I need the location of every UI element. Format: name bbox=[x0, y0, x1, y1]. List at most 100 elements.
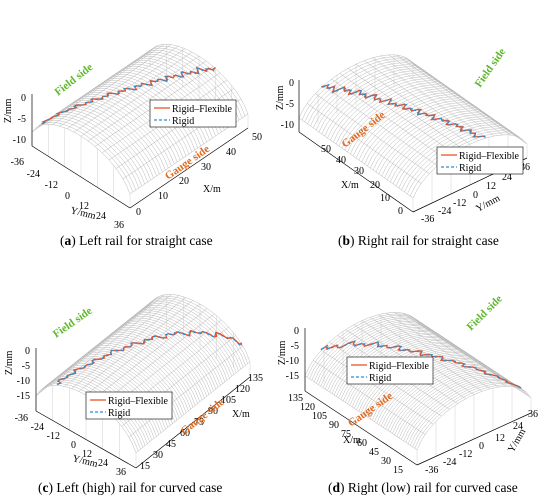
panel-b-xtick: 10 bbox=[380, 193, 390, 204]
panel-c-ztick: 0 bbox=[25, 346, 30, 357]
panel-a-legend: Rigid–Flexible Rigid bbox=[149, 99, 237, 128]
panel-b-series-rigid-line bbox=[321, 83, 486, 138]
panel-b-ztick: -10 bbox=[281, 120, 294, 131]
panel-d-xtick: 45 bbox=[369, 447, 379, 458]
panel-b-ytick: -24 bbox=[438, 206, 451, 217]
panel-b-xtick: 50 bbox=[321, 144, 331, 155]
panel-c-xtick: 75 bbox=[194, 417, 204, 428]
panel-d-legend: Rigid–Flexible Rigid bbox=[346, 356, 434, 385]
panel-c-ytick: 36 bbox=[116, 467, 126, 477]
panel-c-ytick: -24 bbox=[31, 422, 44, 433]
panel-a-ytick: 12 bbox=[79, 201, 89, 212]
panel-c-ztick: -15 bbox=[17, 391, 30, 402]
panel-c-axes: Z/mm 0 -5 -10 -15 -36 -24 -12 0 12 24 36… bbox=[4, 346, 263, 477]
panel-d-series-rigid-line bbox=[320, 340, 522, 389]
panel-b-xtick: 40 bbox=[336, 155, 346, 166]
panel-d-xtick: 105 bbox=[312, 411, 327, 422]
panel-d-field-side-label: Field side bbox=[465, 293, 505, 333]
panel-c-series-rigid-line bbox=[56, 330, 243, 385]
panel-b-legend: Rigid–Flexible Rigid bbox=[436, 146, 524, 175]
panel-b-xtick: 0 bbox=[398, 206, 403, 217]
panel-d-rail-profile bbox=[320, 340, 522, 389]
panel-a-xlabel: X/m bbox=[203, 184, 221, 195]
panel-c-plot: Z/mm 0 -5 -10 -15 -36 -24 -12 0 12 24 36… bbox=[4, 294, 263, 477]
panel-b-ytick: -36 bbox=[421, 214, 434, 225]
panel-a-legend-label-rigid: Rigid bbox=[172, 116, 194, 127]
panel-c-xtick: 60 bbox=[180, 428, 190, 439]
panel-c-caption: (c) Left (high) rail for curved case bbox=[38, 480, 223, 495]
panel-c-xtick: 135 bbox=[248, 373, 263, 384]
panel-d-ytick: 12 bbox=[495, 433, 505, 444]
panel-a-ytick: 36 bbox=[114, 220, 124, 228]
panel-d-ytick: -36 bbox=[425, 465, 438, 476]
panel-b-xtick: 20 bbox=[370, 180, 380, 191]
panel-c-legend: Rigid–Flexible Rigid bbox=[85, 391, 173, 420]
panel-a-xtick: 40 bbox=[226, 147, 236, 158]
panel-b-field-side-label: Field side bbox=[473, 46, 509, 90]
panel-a-xtick: 50 bbox=[252, 132, 262, 143]
panel-c-legend-label-rigid: Rigid bbox=[108, 408, 130, 419]
panel-a-ytick: 0 bbox=[65, 191, 70, 202]
panel-c-field-side-label: Field side bbox=[51, 305, 95, 341]
panel-c-ytick: 12 bbox=[82, 449, 92, 460]
panel-b-ytick: 36 bbox=[520, 162, 530, 173]
panel-a-ztick: 0 bbox=[21, 93, 26, 104]
panel-b-ztick: 0 bbox=[289, 78, 294, 89]
panel-d-ztick: -15 bbox=[286, 371, 299, 382]
panel-a-ytick: -36 bbox=[11, 157, 24, 168]
panel-d-xtick: 75 bbox=[341, 429, 351, 440]
panel-c-ztick: -5 bbox=[22, 361, 30, 372]
panel-c-rail-profile bbox=[56, 329, 243, 385]
panel-b-plot: Z/mm 0 -5 -10 50 40 30 20 10 0 X/m -36 -… bbox=[275, 46, 530, 225]
panel-b-xtick: 30 bbox=[354, 166, 364, 177]
panel-b-ytick: 0 bbox=[473, 190, 478, 201]
panel-a-series-rigid-line bbox=[40, 66, 216, 125]
panel-a-xtick: 0 bbox=[136, 207, 141, 218]
panel-d-xlabel: X/m bbox=[343, 435, 361, 446]
panel-a-xtick: 10 bbox=[158, 191, 168, 202]
panel-b-rail-profile bbox=[321, 83, 486, 138]
panel-b-ylabel: Y/mm bbox=[474, 193, 502, 215]
panel-b-legend-label-rigid: Rigid bbox=[459, 163, 481, 174]
panel-c-ytick: -12 bbox=[47, 431, 60, 442]
panel-d-ytick: -12 bbox=[459, 449, 472, 460]
panel-b-series-rigid-flexible-line bbox=[321, 84, 485, 138]
panel-c-ylabel: Y/mm bbox=[71, 453, 99, 470]
panel-d-ytick: -24 bbox=[443, 457, 456, 468]
panel-c-xtick: 45 bbox=[166, 439, 176, 450]
panel-a-ytick: -24 bbox=[27, 169, 40, 180]
panel-a-ztick: -10 bbox=[13, 135, 26, 146]
panel-d-ztick: -10 bbox=[286, 356, 299, 367]
panel-d-xtick: 90 bbox=[329, 420, 339, 431]
panel-d-xtick: 60 bbox=[357, 438, 367, 449]
panel-d-axes: Z/mm 0 -5 -10 -15 135 120 105 90 75 60 4… bbox=[277, 326, 538, 476]
panel-b-ytick: -12 bbox=[453, 198, 466, 209]
panel-d-xtick: 120 bbox=[300, 402, 315, 413]
panel-d-xtick: 30 bbox=[381, 456, 391, 467]
panel-d-xtick: 135 bbox=[288, 393, 303, 404]
panel-d-plot: Z/mm 0 -5 -10 -15 135 120 105 90 75 60 4… bbox=[277, 293, 538, 476]
panel-a-ytick: -12 bbox=[45, 180, 58, 191]
panel-a-ylabel: Y/mm bbox=[69, 205, 97, 222]
panel-b-ztick: -5 bbox=[286, 99, 294, 110]
panel-a-legend-label-rigid-flexible: Rigid–Flexible bbox=[172, 104, 233, 115]
panel-c-legend-label-rigid-flexible: Rigid–Flexible bbox=[108, 396, 169, 407]
panel-a-xtick: 20 bbox=[179, 176, 189, 187]
panel-c-ztick: -10 bbox=[17, 376, 30, 387]
panel-d-legend-label-rigid: Rigid bbox=[369, 373, 391, 384]
panel-a-ztick: -5 bbox=[18, 114, 26, 125]
panel-a-axes: Z/mm 0 -5 -10 -36 -24 -12 0 12 24 36 Y/m… bbox=[3, 93, 262, 228]
panel-d-ytick: 0 bbox=[479, 441, 484, 452]
panel-b-zlabel: Z/mm bbox=[275, 85, 286, 110]
panel-d-caption: (d) Right (low) rail for curved case bbox=[328, 480, 518, 495]
panel-c-xlabel: X/m bbox=[232, 409, 250, 420]
panel-d-ztick: 0 bbox=[294, 326, 299, 337]
panel-a-xtick: 30 bbox=[201, 162, 211, 173]
panel-c-xtick: 90 bbox=[208, 406, 218, 417]
panel-a-ytick: 24 bbox=[96, 211, 106, 222]
panel-c-xtick: 15 bbox=[140, 461, 150, 472]
panel-c-zlabel: Z/mm bbox=[4, 350, 15, 375]
panel-c-xtick: 120 bbox=[235, 384, 250, 395]
panel-d-ytick: 24 bbox=[513, 421, 523, 432]
